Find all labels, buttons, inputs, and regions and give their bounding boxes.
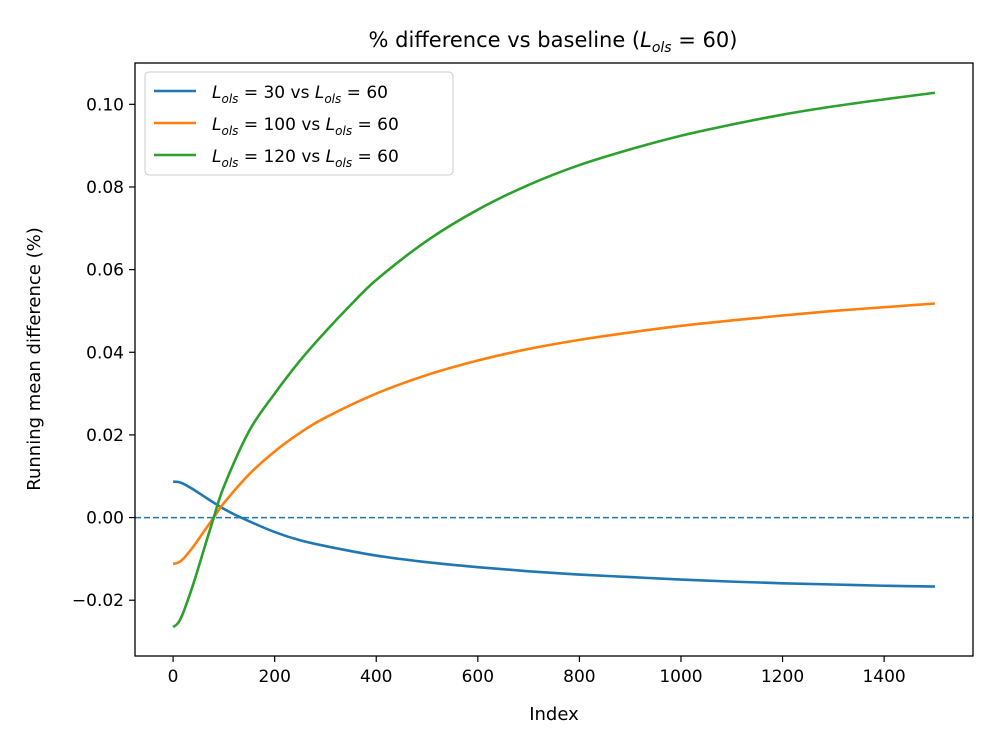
legend-label: Lols = 30 vs Lols = 60 bbox=[212, 83, 388, 106]
x-tick-label: 1400 bbox=[862, 667, 905, 687]
x-tick-label: 600 bbox=[462, 667, 494, 687]
x-axis-label: Index bbox=[529, 704, 579, 725]
plot-area bbox=[134, 62, 974, 657]
series-layer bbox=[172, 91, 936, 629]
y-tick-label: −0.02 bbox=[72, 591, 124, 611]
axes-frame bbox=[134, 62, 974, 657]
x-tick-label: 800 bbox=[563, 667, 595, 687]
x-tick-label: 400 bbox=[360, 667, 392, 687]
chart-title: % difference vs baseline (Lols = 60) bbox=[369, 28, 738, 56]
x-tick-label: 0 bbox=[168, 667, 179, 687]
x-tick-label: 200 bbox=[258, 667, 290, 687]
y-tick-label: 0.06 bbox=[86, 261, 124, 281]
y-axis-label: Running mean difference (%) bbox=[24, 227, 45, 490]
y-axis: −0.02 0.00 0.02 0.04 0.06 0.08 0.10 bbox=[72, 95, 135, 611]
legend-label: Lols = 120 vs Lols = 60 bbox=[212, 147, 399, 170]
y-tick-label: 0.02 bbox=[86, 426, 124, 446]
legend-label: Lols = 100 vs Lols = 60 bbox=[212, 115, 399, 138]
series-lols-30-line bbox=[172, 480, 935, 588]
y-tick-label: 0.04 bbox=[86, 343, 124, 363]
legend: Lols = 30 vs Lols = 60 Lols = 100 vs Lols… bbox=[144, 71, 454, 176]
y-tick-label: 0.08 bbox=[86, 178, 124, 198]
y-tick-label: 0.10 bbox=[86, 95, 124, 115]
legend-box bbox=[144, 71, 454, 176]
x-tick-label: 1000 bbox=[659, 667, 702, 687]
series-lols-100-line bbox=[172, 302, 936, 566]
series-lols-120-line bbox=[172, 91, 936, 629]
y-tick-label: 0.00 bbox=[86, 509, 124, 529]
x-axis: 0 200 400 600 800 1000 1200 1400 bbox=[168, 656, 906, 687]
x-tick-label: 1200 bbox=[761, 667, 804, 687]
